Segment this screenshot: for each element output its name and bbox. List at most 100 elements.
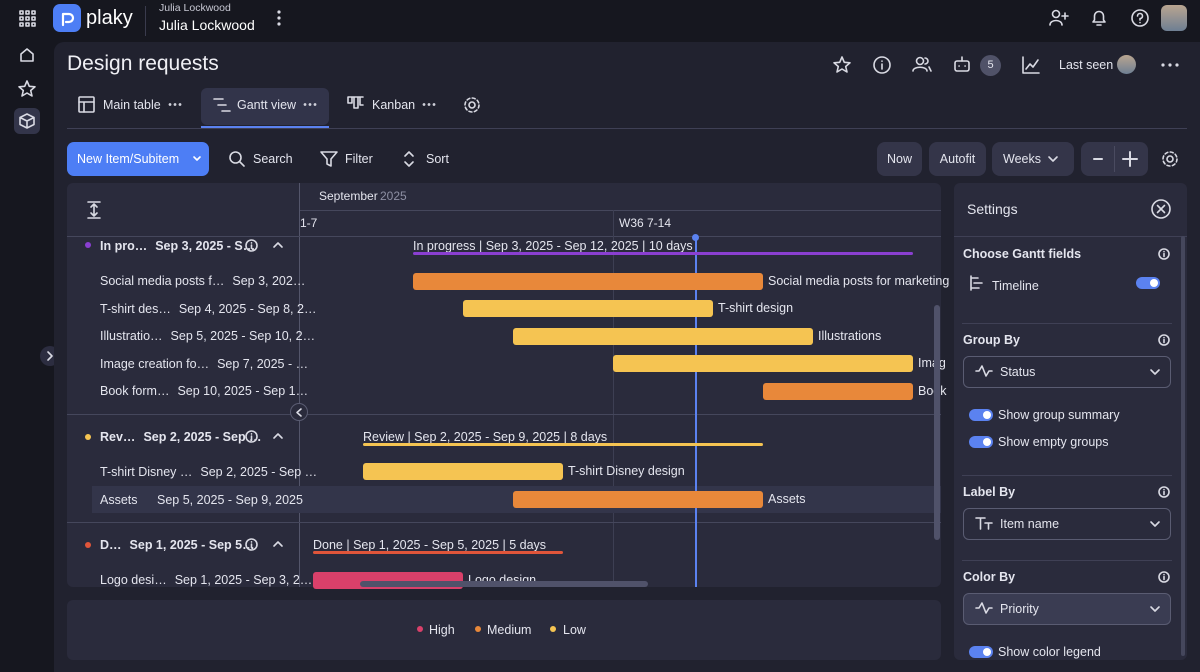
task-bar[interactable] [463,300,713,317]
divider [954,236,1187,237]
apps-icon[interactable] [19,10,36,27]
settings-scrollbar[interactable] [1181,236,1185,656]
filter[interactable]: Filter [345,152,373,166]
group-header[interactable]: Rev… Sep 2, 2025 - Sep … [100,431,262,444]
automation-icon[interactable] [953,55,971,73]
section-info[interactable] [1158,486,1170,498]
task-bar[interactable] [413,273,763,290]
now-button[interactable] [877,142,922,176]
scale-label: Weeks [1003,152,1041,166]
item-row[interactable]: Logo desi… Sep 1, 2025 - Sep 3, 2… [100,574,312,587]
group-by-dropdown[interactable] [963,356,1171,388]
list-divider [299,183,300,587]
invite-icon[interactable] [1049,9,1069,27]
active-tab[interactable] [201,88,329,125]
tab-more[interactable] [303,103,317,106]
sidebar [0,0,54,672]
new-item-button[interactable] [67,142,209,176]
home-icon[interactable] [19,47,35,63]
item-row[interactable]: Illustratio… Sep 5, 2025 - Sep 10, 2… [100,330,315,343]
tab-gantt-view[interactable]: Gantt view [237,98,297,112]
tab-kanban[interactable]: Kanban [372,98,416,112]
group-header[interactable]: D… Sep 1, 2025 - Sep 5… [100,539,255,552]
activity-icon[interactable] [1022,56,1040,74]
toggle[interactable] [1136,277,1160,289]
view-settings[interactable] [463,96,481,114]
info-icon[interactable] [873,56,891,74]
last-seen-avatar [1117,55,1136,74]
section-info[interactable] [1158,571,1170,583]
board-more[interactable] [1161,63,1179,67]
new-item-caret[interactable] [193,156,201,161]
bar-label: T-shirt Disney design [568,464,685,478]
priority-icon [975,602,993,614]
group-header[interactable]: In pro… Sep 3, 2025 - S… [100,240,255,253]
task-bar[interactable] [613,355,913,372]
sort[interactable]: Sort [426,152,449,166]
item-row[interactable]: T-shirt des… Sep 4, 2025 - Sep 8, 2… [100,303,316,316]
group-info[interactable] [245,430,258,443]
favorites-icon[interactable] [18,80,36,98]
group-collapse[interactable] [273,433,283,439]
zoom-out[interactable] [1093,158,1103,160]
section-heading: Group By [963,333,1020,347]
group-collapse[interactable] [273,242,283,248]
week-line [613,210,614,587]
notifications-icon[interactable] [1091,9,1107,27]
item-name: Social media posts f… [100,274,225,288]
header-bottom [67,236,941,237]
item-name: T-shirt des… [100,302,171,316]
task-bar[interactable] [363,463,563,480]
task-bar[interactable] [513,491,763,508]
toggle[interactable] [969,409,993,421]
zoom-in[interactable] [1122,151,1138,167]
task-bar[interactable] [763,383,913,400]
autofit-button[interactable] [929,142,986,176]
group-info[interactable] [245,538,258,551]
group-summary-bar [363,443,763,446]
group-collapse[interactable] [273,541,283,547]
item-row[interactable]: Book form… Sep 10, 2025 - Sep 1… [100,385,308,398]
dropdown-caret [1150,521,1160,527]
item-row[interactable]: Assets Sep 5, 2025 - Sep 9, 2025 [100,494,303,507]
item-name: Logo desi… [100,573,167,587]
help-icon[interactable] [1131,9,1149,27]
tab-more[interactable] [422,103,436,106]
gantt-settings[interactable] [1161,150,1179,168]
item-row[interactable]: Image creation fo… Sep 7, 2025 - … [100,358,308,371]
item-row[interactable]: Social media posts f… Sep 3, 202… [100,275,305,288]
color-by-dropdown[interactable] [963,593,1171,625]
tab-more[interactable] [168,103,182,106]
label-by-dropdown[interactable] [963,508,1171,540]
item-row[interactable]: T-shirt Disney … Sep 2, 2025 - Sep … [100,466,317,479]
group-name: D… [100,538,122,552]
collapse-list[interactable] [290,403,308,421]
members-icon[interactable] [912,56,932,73]
logo-mark[interactable] [53,4,81,32]
bar-label: Assets [768,492,806,506]
scale-dropdown[interactable] [992,142,1074,176]
section-info[interactable] [1158,334,1170,346]
h-scrollbar[interactable] [360,581,648,587]
legend-dot [550,626,556,632]
bar-label: Social media posts for marketing [768,274,950,288]
more-icon[interactable] [277,10,281,26]
search[interactable]: Search [253,152,293,166]
today-marker [692,234,699,241]
favorite-board[interactable] [833,56,851,73]
section-info[interactable] [1158,248,1170,260]
toggle[interactable] [969,436,993,448]
expand-rows-icon[interactable] [87,201,101,219]
user-avatar[interactable] [1161,5,1187,31]
group-info[interactable] [245,239,258,252]
toggle[interactable] [969,646,993,658]
legend-label: Medium [487,623,532,637]
last-seen[interactable]: Last seen [1059,58,1114,72]
close-settings[interactable] [1151,199,1171,219]
tab-main-table[interactable]: Main table [103,98,161,112]
bar-label: Imag [918,356,946,370]
v-scrollbar[interactable] [934,305,940,540]
table-icon [78,96,95,113]
task-bar[interactable] [513,328,813,345]
user-name[interactable]: Julia Lockwood [159,17,255,33]
